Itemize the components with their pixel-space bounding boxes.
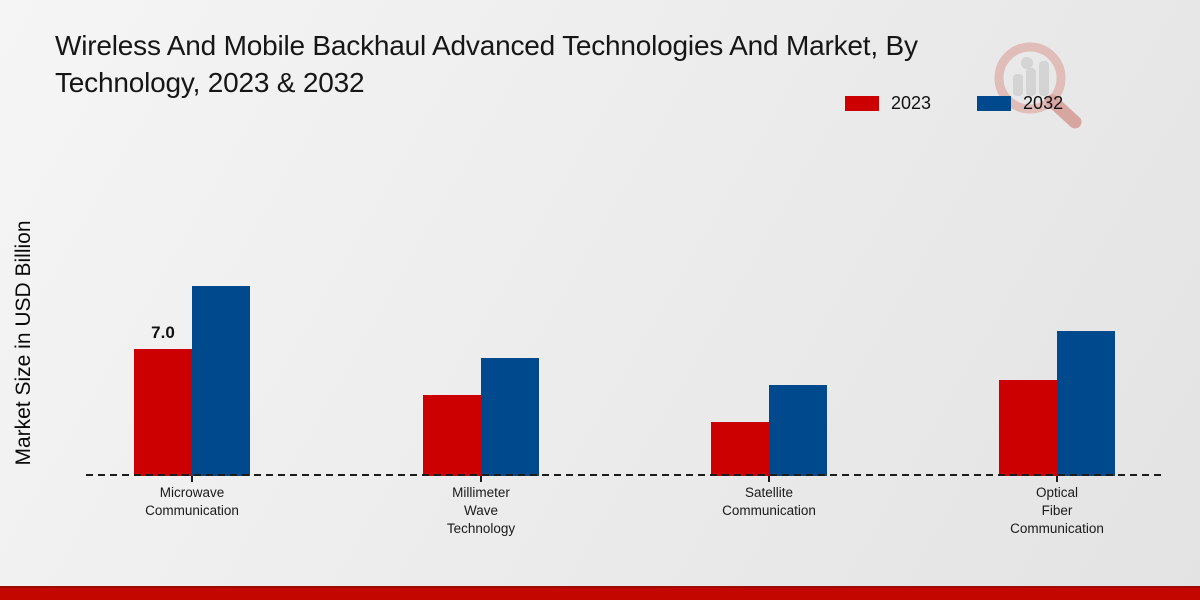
x-axis-tick — [768, 476, 770, 482]
bar-value-label-2023-microwave-communication: 7.0 — [151, 323, 175, 342]
legend-swatch-2023-icon — [845, 96, 879, 111]
x-axis-tick — [1056, 476, 1058, 482]
legend-item-2023: 2023 — [845, 93, 931, 114]
bar-2023-millimeter-wave-technology — [423, 395, 481, 476]
bar-2032-satellite-communication — [769, 385, 827, 476]
category-label-microwave-communication: Microwave Communication — [145, 485, 239, 519]
bar-2032-millimeter-wave-technology — [481, 358, 539, 476]
chart-title-line2: Technology, 2023 & 2032 — [55, 66, 365, 98]
legend-item-2032: 2032 — [977, 93, 1063, 114]
chart-title-line1: Wireless And Mobile Backhaul Advanced Te… — [55, 30, 918, 61]
legend: 2023 2032 — [845, 93, 1063, 114]
category-label-millimeter-wave-technology: Millimeter Wave Technology — [446, 485, 516, 537]
magnifier-bar-chart-icon — [994, 42, 1082, 129]
bar-2023-optical-fiber-communication — [999, 380, 1057, 476]
bar-2032-microwave-communication — [192, 286, 250, 476]
chart-title: Wireless And Mobile Backhaul Advanced Te… — [55, 28, 918, 102]
footer-accent-bar — [0, 586, 1200, 600]
category-label-satellite-communication: Satellite Communication — [722, 485, 816, 519]
x-axis-tick — [480, 476, 482, 482]
bar-2023-microwave-communication — [134, 349, 192, 476]
bar-2023-satellite-communication — [711, 422, 769, 476]
category-label-optical-fiber-communication: Optical Fiber Communication — [1010, 485, 1104, 537]
bar-2032-optical-fiber-communication — [1057, 331, 1115, 476]
x-axis-tick — [191, 476, 193, 482]
x-axis-baseline — [86, 474, 1163, 476]
legend-label-2032: 2032 — [1023, 93, 1064, 113]
watermark-logo — [983, 38, 1085, 135]
legend-label-2023: 2023 — [891, 93, 932, 113]
legend-swatch-2032-icon — [977, 96, 1012, 111]
